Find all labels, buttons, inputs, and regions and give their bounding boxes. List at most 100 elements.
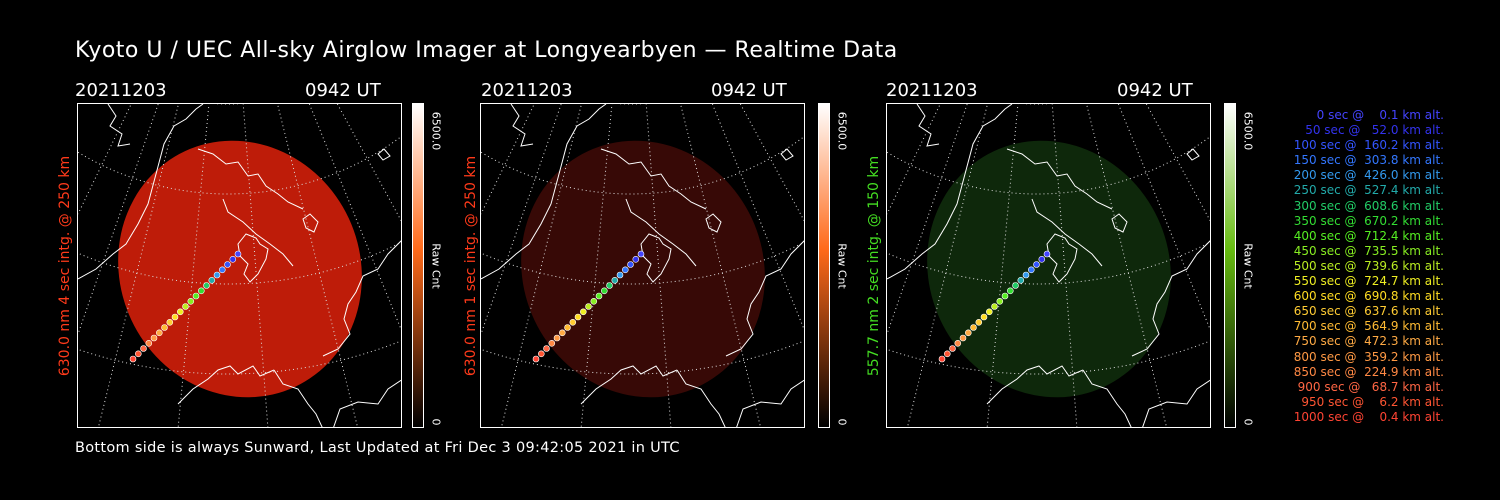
- legend-entry: 100 sec @ 160.2 km alt.: [1289, 138, 1444, 153]
- trajectory-point: [585, 303, 592, 310]
- panel-2-colorbar-unit: Raw Cnt: [835, 243, 849, 289]
- panel-3-colorbar-max: 6500.0: [1241, 111, 1255, 151]
- allsky-map: [78, 104, 401, 427]
- coastline: [1082, 369, 1132, 427]
- panel-3-colorbar: [1224, 103, 1236, 428]
- panel-1-allsky-image: [77, 103, 402, 428]
- meridian-line: [711, 104, 804, 331]
- island-outline: [1186, 148, 1200, 161]
- panel-2-colorbar-labels: 6500.0 Raw Cnt 0: [834, 103, 850, 428]
- trajectory-point: [229, 256, 237, 263]
- trajectory-point: [965, 329, 972, 337]
- panel-2-ylabel-wrap: 630.0 nm 1 sec intg. @ 250 km: [461, 103, 481, 428]
- trajectory-point: [632, 256, 640, 263]
- island-outline: [780, 148, 794, 161]
- trajectory-point: [986, 308, 993, 316]
- coastline: [322, 240, 401, 357]
- footer-note: Bottom side is always Sunward, Last Upda…: [75, 440, 680, 456]
- trajectory-point: [198, 287, 205, 295]
- legend-entry: 0 sec @ 0.1 km alt.: [1305, 108, 1444, 122]
- coastline: [580, 365, 678, 405]
- legend-entry: 550 sec @ 724.7 km alt.: [1289, 274, 1444, 289]
- trajectory-point: [574, 313, 582, 321]
- trajectory-point: [580, 308, 587, 316]
- panel-1-ylabel-wrap: 630.0 nm 4 sec intg. @ 250 km: [55, 103, 75, 428]
- trajectory-point: [622, 266, 629, 274]
- trajectory-point: [140, 345, 147, 352]
- trajectory-point: [959, 334, 967, 342]
- trajectory-point: [1038, 256, 1046, 263]
- trajectory-point: [192, 292, 200, 300]
- legend-entry: 250 sec @ 527.4 km alt.: [1289, 183, 1444, 198]
- panel-2-ylabel: 630.0 nm 1 sec intg. @ 250 km: [463, 155, 479, 376]
- trajectory-point: [1033, 261, 1040, 268]
- legend-entry: 500 sec @ 739.6 km alt.: [1289, 258, 1444, 273]
- trajectory-point: [611, 277, 619, 284]
- panel-1-colorbar-labels: 6500.0 Raw Cnt 0: [428, 103, 444, 428]
- legend-entry: 200 sec @ 426.0 km alt.: [1289, 168, 1444, 183]
- coastline: [676, 369, 726, 427]
- panel-2-colorbar-max: 6500.0: [835, 111, 849, 151]
- trajectory-point: [234, 250, 242, 258]
- trajectory-point: [145, 340, 153, 347]
- coastline: [986, 365, 1084, 405]
- island-outline: [1111, 213, 1128, 233]
- allsky-map: [887, 104, 1210, 427]
- coastline: [333, 379, 401, 427]
- trajectory-point: [177, 308, 184, 316]
- legend-entry: 800 sec @ 359.2 km alt.: [1289, 349, 1444, 364]
- trajectory-point: [1043, 250, 1051, 258]
- coastline: [736, 379, 804, 427]
- trajectory-point: [637, 250, 645, 258]
- trajectory-point: [954, 340, 962, 347]
- airglow-disc: [118, 140, 362, 398]
- coastline: [78, 104, 204, 280]
- trajectory-point: [129, 355, 137, 363]
- coastline: [916, 104, 940, 147]
- trajectory-point: [595, 292, 603, 300]
- trajectory-legend: 0 sec @ 0.1 km alt. 50 sec @ 52.0 km alt…: [1262, 108, 1444, 425]
- trajectory-point: [1017, 277, 1025, 284]
- trajectory-point: [532, 355, 540, 363]
- trajectory-point: [208, 277, 216, 284]
- coastline: [1142, 379, 1210, 427]
- trajectory-point: [543, 345, 550, 352]
- trajectory-point: [182, 303, 189, 310]
- panel-3-time: 0942 UT: [1117, 80, 1193, 101]
- island-outline: [640, 233, 672, 283]
- legend-entry: 300 sec @ 608.6 km alt.: [1289, 198, 1444, 213]
- island-outline: [237, 233, 269, 283]
- panel-2-date: 20211203: [481, 80, 573, 101]
- legend-entry: 700 sec @ 564.9 km alt.: [1289, 319, 1444, 334]
- island-outline: [705, 213, 722, 233]
- panel-1-ylabel: 630.0 nm 4 sec intg. @ 250 km: [57, 155, 73, 376]
- trajectory-point: [203, 282, 210, 289]
- legend-entry: 650 sec @ 637.6 km alt.: [1289, 304, 1444, 319]
- trajectory-point: [1001, 292, 1009, 300]
- trajectory-point: [150, 334, 158, 342]
- trajectory-point: [224, 261, 231, 268]
- page-title: Kyoto U / UEC All-sky Airglow Imager at …: [75, 38, 898, 63]
- latitude-circle: [78, 241, 401, 285]
- panel-2-time: 0942 UT: [711, 80, 787, 101]
- legend-entry: 850 sec @ 224.9 km alt.: [1289, 364, 1444, 379]
- panel-3-allsky-image: [886, 103, 1211, 428]
- trajectory-point: [171, 313, 179, 321]
- coastline: [510, 104, 534, 147]
- trajectory-point: [213, 271, 221, 279]
- trajectory-point: [134, 350, 142, 358]
- coastline: [107, 104, 131, 147]
- trajectory-point: [537, 350, 545, 358]
- trajectory-point: [970, 324, 977, 331]
- trajectory-point: [1007, 287, 1014, 295]
- latitude-circle: [887, 241, 1210, 285]
- coastline: [177, 365, 275, 405]
- trajectory-point: [601, 287, 608, 295]
- panel-3-colorbar-labels: 6500.0 Raw Cnt 0: [1240, 103, 1256, 428]
- coastline: [1006, 148, 1113, 210]
- trajectory-point: [161, 324, 168, 331]
- panel-1-time: 0942 UT: [305, 80, 381, 101]
- airglow-disc: [521, 140, 765, 398]
- trajectory-point: [627, 261, 634, 268]
- legend-entry: 600 sec @ 690.8 km alt.: [1289, 289, 1444, 304]
